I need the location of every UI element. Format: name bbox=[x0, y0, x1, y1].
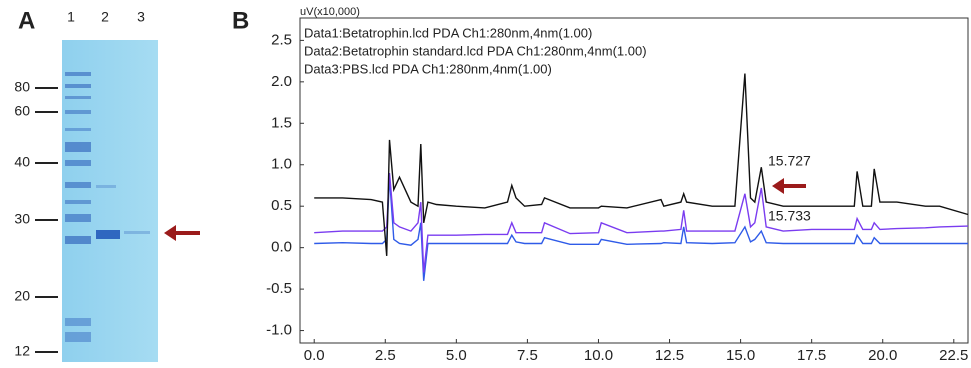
marker-label: 12 bbox=[14, 343, 30, 359]
legend-entry: Data3:PBS.lcd PDA Ch1:280nm,4nm(1.00) bbox=[304, 61, 552, 76]
x-tick-label: 7.5 bbox=[517, 347, 538, 364]
annotation: 15.733 bbox=[768, 208, 811, 224]
series-line bbox=[314, 173, 968, 273]
y-unit-label: uV(x10,000) bbox=[300, 6, 360, 18]
panel-label: A bbox=[18, 7, 35, 34]
x-tick-label: 12.5 bbox=[655, 347, 684, 364]
marker-label: 40 bbox=[14, 154, 30, 170]
y-tick-label: 0.0 bbox=[271, 239, 292, 256]
x-tick-label: 20.0 bbox=[868, 347, 897, 364]
x-tick-label: 15.0 bbox=[726, 347, 755, 364]
y-tick-label: -0.5 bbox=[266, 280, 292, 297]
y-tick-label: 1.0 bbox=[271, 156, 292, 173]
figure: A B uV(x10,000) 15.727 15.733 1238060403… bbox=[0, 0, 971, 368]
legend-entry: Data1:Betatrophin.lcd PDA Ch1:280nm,4nm(… bbox=[304, 25, 592, 40]
x-tick-label: 17.5 bbox=[797, 347, 826, 364]
x-tick-label: 0.0 bbox=[304, 347, 325, 364]
marker-label: 20 bbox=[14, 288, 30, 304]
y-tick-label: 2.0 bbox=[271, 73, 292, 90]
panel-label: B bbox=[232, 7, 249, 34]
y-tick-label: -1.0 bbox=[266, 322, 292, 339]
y-tick-label: 1.5 bbox=[271, 114, 292, 131]
lane-label: 1 bbox=[67, 9, 75, 25]
legend-entry: Data2:Betatrophin standard.lcd PDA Ch1:2… bbox=[304, 43, 647, 58]
annotation: 15.727 bbox=[768, 153, 811, 169]
y-tick-label: 0.5 bbox=[271, 197, 292, 214]
marker-label: 30 bbox=[14, 211, 30, 227]
x-tick-label: 10.0 bbox=[584, 347, 613, 364]
x-tick-label: 2.5 bbox=[375, 347, 396, 364]
x-tick-label: 5.0 bbox=[446, 347, 467, 364]
marker-label: 60 bbox=[14, 103, 30, 119]
marker-label: 80 bbox=[14, 79, 30, 95]
lane-label: 2 bbox=[101, 9, 109, 25]
x-tick-label: 22.5 bbox=[939, 347, 968, 364]
y-tick-label: 2.5 bbox=[271, 31, 292, 48]
gel-arrow bbox=[164, 225, 200, 241]
chart-arrow bbox=[772, 178, 806, 194]
lane-label: 3 bbox=[137, 9, 145, 25]
